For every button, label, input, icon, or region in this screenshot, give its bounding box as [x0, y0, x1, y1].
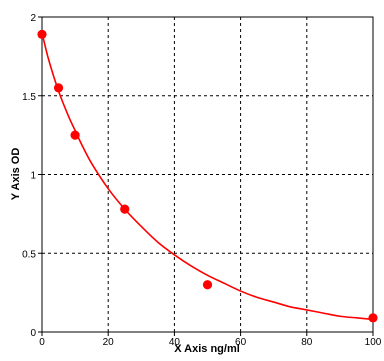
y-axis-label: Y Axis OD	[10, 148, 22, 201]
data-point	[202, 280, 213, 290]
points-layer	[37, 29, 378, 323]
y-tick-label: 0	[30, 328, 36, 339]
y-tick-label: 1	[30, 171, 36, 182]
data-point	[368, 313, 378, 323]
x-tick-label: 40	[169, 337, 181, 348]
x-tick-label: 60	[235, 337, 247, 348]
fit-curve-line	[41, 32, 374, 321]
curve-layer	[41, 32, 374, 321]
y-tick-label: 2	[30, 13, 36, 24]
grid-layer	[42, 17, 373, 332]
y-tick-label: 1.5	[22, 92, 36, 103]
y-ticks-layer: 0 0.5 1 1.5 2	[22, 13, 42, 339]
x-tick-label: 100	[365, 337, 382, 348]
data-point	[53, 83, 64, 93]
x-tick-label: 80	[301, 337, 313, 348]
data-point	[70, 130, 80, 140]
x-ticks-layer: 0 20 40 60 80 100	[39, 332, 382, 348]
x-tick-label: 20	[103, 337, 115, 348]
data-point	[120, 204, 130, 214]
data-point	[37, 29, 47, 39]
x-tick-label: 0	[39, 337, 45, 348]
x-axis-label: X Axis ng/ml	[174, 343, 240, 355]
y-tick-label: 0.5	[22, 249, 36, 260]
